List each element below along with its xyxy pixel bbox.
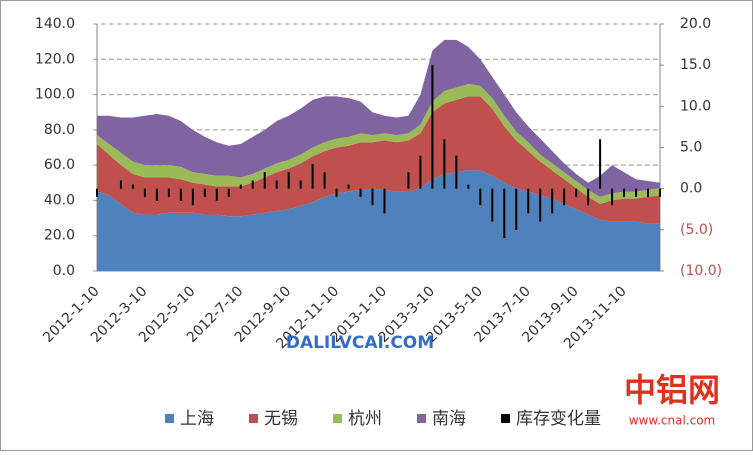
area xyxy=(97,39,660,197)
area xyxy=(97,170,660,271)
bar xyxy=(215,188,218,202)
bar xyxy=(359,188,362,197)
y-tick-label: 140.0 xyxy=(35,16,75,32)
y-tick-label: 0.0 xyxy=(53,263,75,279)
legend-swatch xyxy=(501,414,510,423)
bar xyxy=(659,188,661,197)
bar xyxy=(635,188,638,197)
bar xyxy=(167,188,170,197)
bar xyxy=(227,188,230,197)
bar xyxy=(131,184,134,189)
bar xyxy=(443,139,446,189)
legend-label: 无锡 xyxy=(264,409,298,429)
legend-swatch xyxy=(165,414,174,423)
bar xyxy=(467,184,470,189)
y-tick-label: 80.0 xyxy=(44,122,75,138)
y2-tick-label: 0.0 xyxy=(680,181,702,197)
bar xyxy=(539,188,542,222)
bar xyxy=(239,184,242,189)
y2-tick-label: 10.0 xyxy=(680,98,711,114)
legend-label: 南海 xyxy=(432,409,466,429)
legend-swatch xyxy=(417,414,426,423)
logo-name: 中铝网 xyxy=(624,371,720,409)
bar xyxy=(455,155,458,189)
y-tick-label: 60.0 xyxy=(44,157,75,173)
bar xyxy=(179,188,182,202)
bar xyxy=(563,188,566,206)
bar xyxy=(479,188,482,206)
bar xyxy=(599,139,602,189)
bar xyxy=(251,180,254,189)
bar xyxy=(515,188,518,230)
bar xyxy=(155,188,158,202)
y-tick-label: 100.0 xyxy=(35,87,75,103)
y2-tick-label: (10.0) xyxy=(680,263,722,279)
legend-label: 库存变化量 xyxy=(516,409,601,429)
bar xyxy=(575,188,578,197)
bar xyxy=(419,155,422,189)
legend-label: 杭州 xyxy=(348,409,382,429)
y2-tick-label: 20.0 xyxy=(680,16,711,32)
bar xyxy=(347,184,350,189)
bar xyxy=(383,188,386,214)
bar xyxy=(143,188,146,197)
bar xyxy=(96,188,98,197)
y2-tick-label: (5.0) xyxy=(680,222,713,238)
bar xyxy=(551,188,554,214)
bar xyxy=(323,172,326,189)
bar xyxy=(407,172,410,189)
area xyxy=(97,96,660,224)
bar xyxy=(119,180,122,189)
bar xyxy=(503,188,506,239)
y-tick-label: 120.0 xyxy=(35,51,75,67)
legend-swatch xyxy=(333,414,342,423)
y-tick-label: 20.0 xyxy=(44,228,75,244)
y2-tick-label: 15.0 xyxy=(680,57,711,73)
watermark: DALILVCAI.COM xyxy=(286,333,434,353)
bar xyxy=(491,188,494,222)
legend-swatch xyxy=(249,414,258,423)
bar xyxy=(623,188,626,197)
bar xyxy=(587,188,590,206)
bar xyxy=(311,163,314,189)
bar xyxy=(191,188,194,206)
bar xyxy=(335,188,338,197)
legend-label: 上海 xyxy=(180,409,214,429)
bar xyxy=(263,172,266,189)
bar xyxy=(647,188,650,197)
bar xyxy=(527,188,530,214)
bar xyxy=(275,180,278,189)
bar xyxy=(203,188,206,197)
y-tick-label: 40.0 xyxy=(44,192,75,208)
bar xyxy=(299,180,302,189)
bar xyxy=(287,172,290,189)
bar xyxy=(431,65,434,189)
logo-url: www.cnal.com xyxy=(629,414,716,428)
y2-tick-label: 5.0 xyxy=(680,140,702,156)
bar xyxy=(611,188,614,206)
bar xyxy=(371,188,374,206)
